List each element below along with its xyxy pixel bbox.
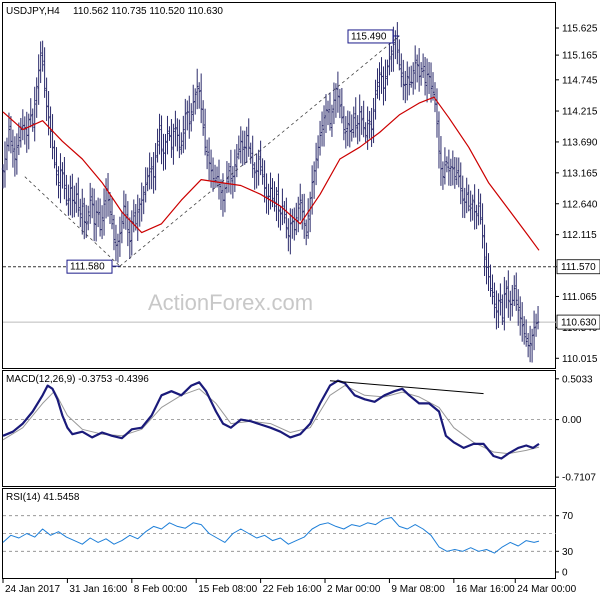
price-tick-label: 110.015 [562,354,598,365]
price-tag-box [556,314,600,330]
price-tick-label: 112.640 [562,199,598,210]
macd-tick-label: 0.00 [562,415,582,426]
time-tick-label: 15 Feb 08:00 [198,584,257,595]
time-tick-label: 9 Mar 08:00 [391,584,445,595]
rsi-tick-label: 70 [562,511,574,522]
price-tag-label: 110.630 [561,318,597,329]
rsi-tick-label: 0 [562,568,568,579]
price-tick-label: 114.215 [562,107,598,118]
macd-pane [2,370,556,487]
trendline [119,35,400,267]
rsi-line [2,517,540,554]
symbol-label: USDJPY,H4 [6,6,60,17]
macd-label: MACD(12,26,9) -0.3753 -0.4396 [6,374,149,385]
rsi-layer: 70 30 0 [2,511,574,579]
macd-layer: 0.5033 0.00 -0.7107 [2,374,596,484]
macd-tick-label: -0.7107 [562,473,596,484]
time-tick-label: 16 Mar 16:00 [456,584,515,595]
price-tick-label: 115.625 [562,24,598,35]
macd-signal-line [2,385,540,455]
annotation-label: 111.580 [70,262,105,273]
time-tick-label: 31 Jan 16:00 [69,584,127,595]
price-tick-label: 113.690 [562,137,598,148]
price-layer: 115.625 115.165 114.745 114.215 113.690 113.1… [1,22,600,365]
time-tick-label: 24 Mar 00:00 [517,584,576,595]
time-tick-label: 8 Feb 00:00 [134,584,188,595]
moving-average-line [2,96,540,251]
time-tick-label: 22 Feb 16:00 [263,584,322,595]
price-tick-label: 115.165 [562,51,598,62]
price-tick-label: 113.165 [562,168,598,179]
macd-line [2,379,540,460]
macd-trendline [329,380,484,395]
rsi-label: RSI(14) 41.5458 [6,492,80,503]
rsi-tick-label: 30 [562,547,574,558]
watermark: ActionForex.com [148,290,313,315]
time-axis: 24 Jan 2017 31 Jan 16:00 8 Feb 00:00 15 Feb… [2,578,577,595]
candles [1,22,540,363]
time-tick-label: 24 Jan 2017 [5,584,60,595]
price-tick-label: 112.115 [562,230,597,241]
ohlc-label: 110.562 110.735 110.520 110.630 [73,6,223,17]
annotation-label: 115.490 [351,31,387,42]
trendline [24,176,121,267]
macd-tick-label: 0.5033 [562,374,593,385]
price-tag-label: 111.570 [561,262,596,273]
price-tag-box [556,259,600,275]
price-tick-label: 114.745 [562,75,598,86]
time-tick-label: 2 Mar 00:00 [327,584,381,595]
price-tick-label: 111.065 [562,292,597,303]
